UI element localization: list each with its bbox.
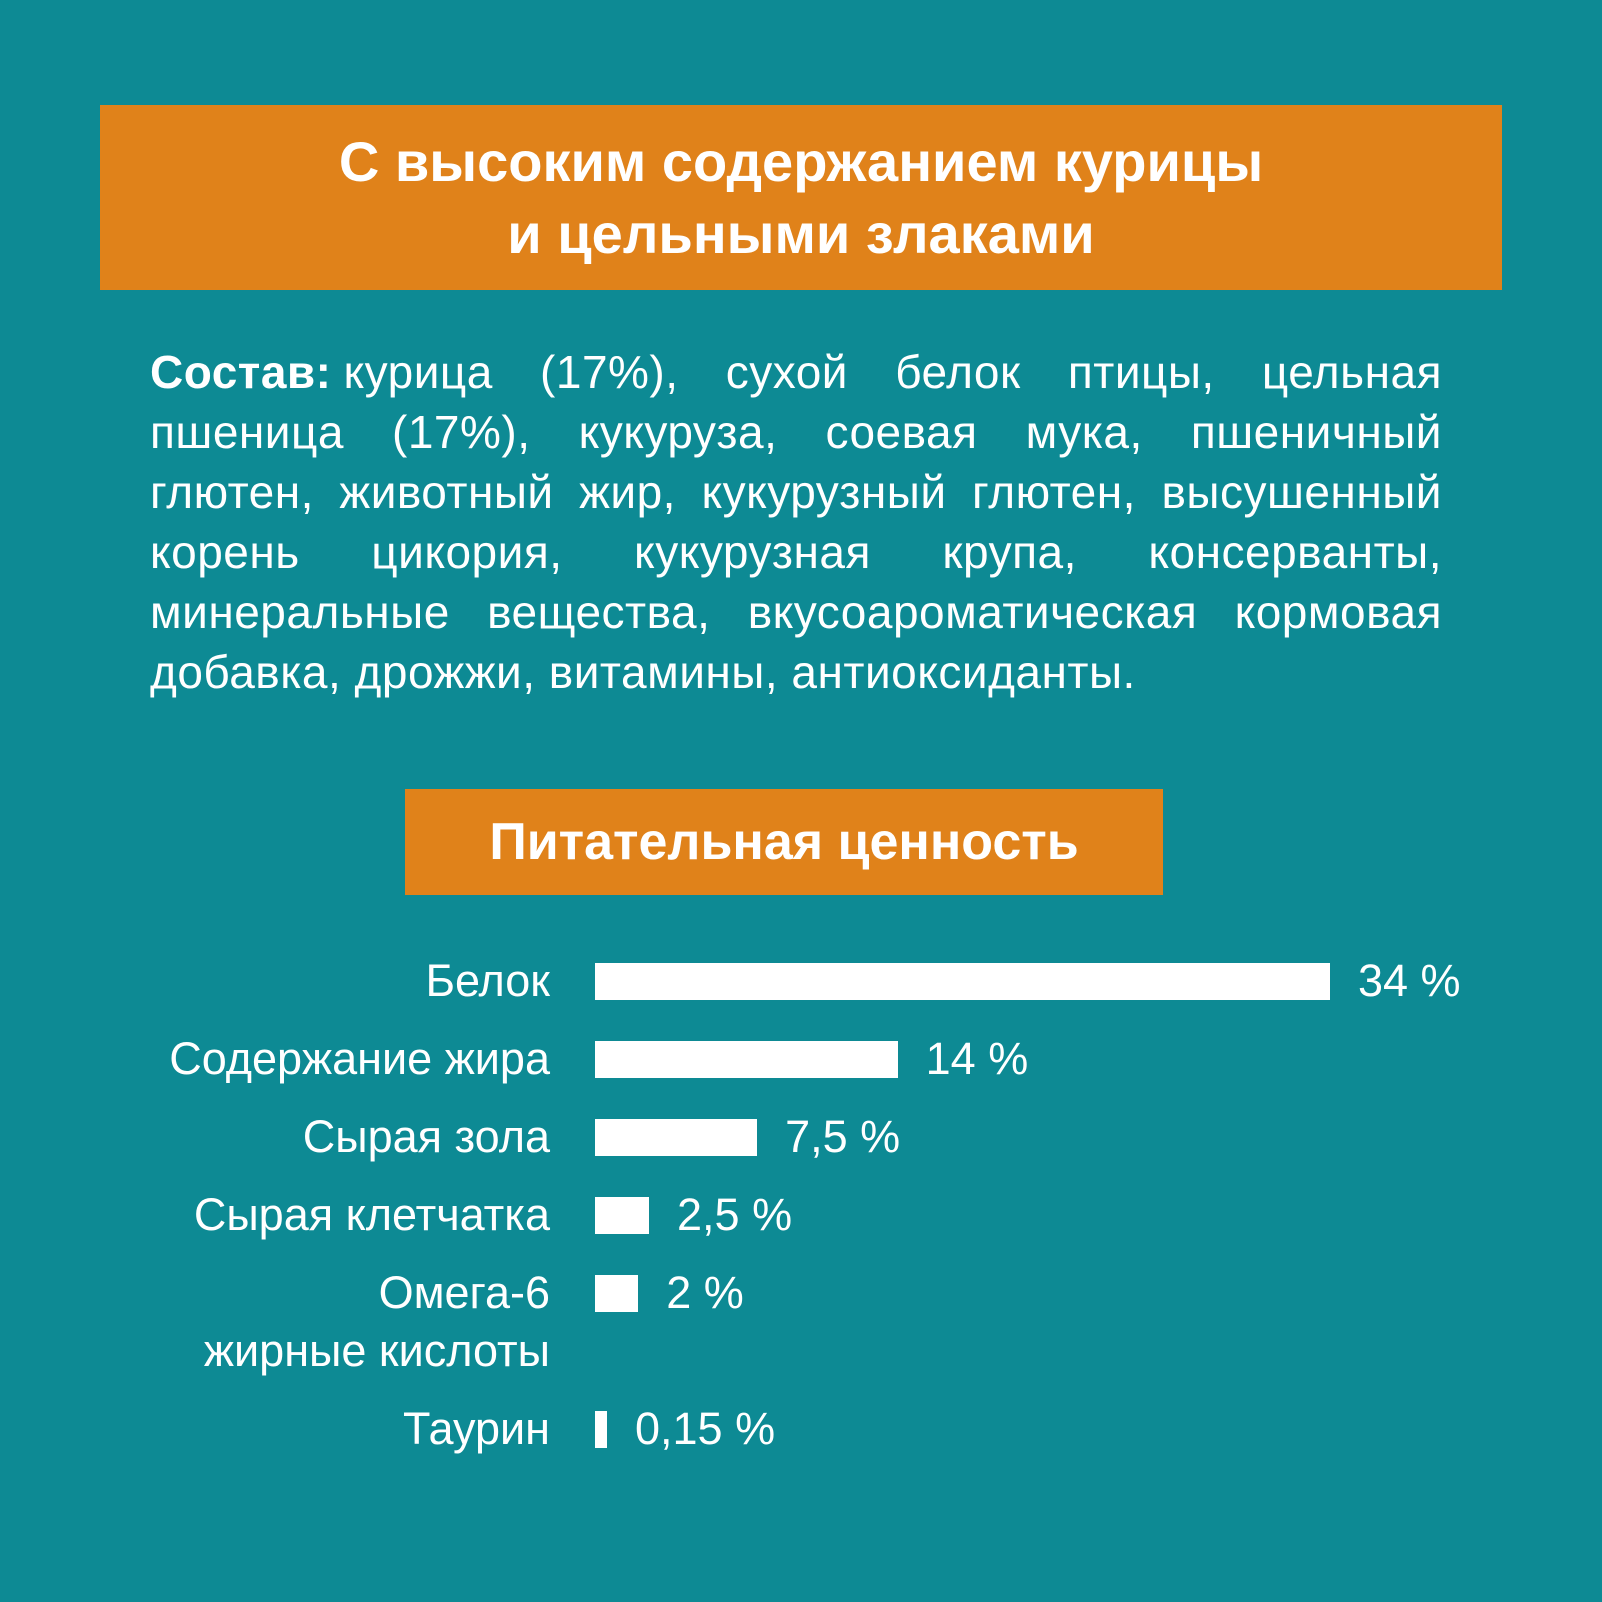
chart-row-label: Содержание жира <box>169 1033 550 1084</box>
chart-row-label: Таурин <box>403 1403 550 1454</box>
chart-row-label: Сырая клетчатка <box>193 1189 550 1240</box>
composition-body: курица (17%), сухой белок птицы, цельная… <box>150 346 1442 698</box>
chart-value-label: 0,15 % <box>635 1403 776 1454</box>
chart-row-label: Сырая зола <box>302 1111 550 1162</box>
chart-bar <box>595 1040 898 1078</box>
chart-value-label: 34 % <box>1358 955 1461 1006</box>
header-banner-line-1: С высоким содержанием курицы <box>338 129 1264 193</box>
chart-row: Сырая зола 7,5 % <box>100 1108 1560 1166</box>
chart-bar-area: 34 % <box>595 952 1461 1010</box>
chart-value-label: 2,5 % <box>677 1189 793 1240</box>
header-banner-line-2: и цельными злаками <box>507 201 1095 265</box>
chart-row: Белок 34 % <box>100 952 1560 1010</box>
nutrition-banner: Питательная ценность <box>405 789 1163 895</box>
nutrition-banner-title: Питательная ценность <box>489 813 1079 871</box>
chart-bar <box>595 962 1330 1000</box>
nutrition-chart: Белок 34 % Содержание жира 14 % Сырая зо… <box>100 952 1560 1478</box>
chart-bar <box>595 1410 607 1448</box>
chart-bar-area: 0,15 % <box>595 1400 775 1458</box>
composition-label: Состав: <box>150 346 332 398</box>
chart-row: Содержание жира 14 % <box>100 1030 1560 1088</box>
chart-bar-area: 14 % <box>595 1030 1028 1088</box>
chart-bar <box>595 1196 650 1234</box>
chart-value-label: 2 % <box>666 1267 744 1318</box>
chart-value-label: 7,5 % <box>785 1111 901 1162</box>
chart-bar <box>595 1274 639 1312</box>
composition-text: Состав: курица (17%), сухой белок птицы, … <box>150 342 1442 702</box>
chart-value-label: 14 % <box>925 1033 1029 1084</box>
chart-row: Сырая клетчатка 2,5 % <box>100 1186 1560 1244</box>
chart-bar <box>595 1118 758 1156</box>
chart-row-label: Омега-6 жирные кислоты <box>203 1267 550 1376</box>
chart-row: Омега-6 жирные кислоты 2 % <box>100 1264 1560 1380</box>
chart-bar-area: 2 % <box>595 1264 744 1322</box>
chart-row: Таурин 0,15 % <box>100 1400 1560 1458</box>
chart-row-label: Белок <box>425 955 550 1006</box>
chart-bar-area: 7,5 % <box>595 1108 900 1166</box>
chart-bar-area: 2,5 % <box>595 1186 792 1244</box>
header-banner: С высоким содержанием курицы и цельными … <box>100 105 1502 290</box>
